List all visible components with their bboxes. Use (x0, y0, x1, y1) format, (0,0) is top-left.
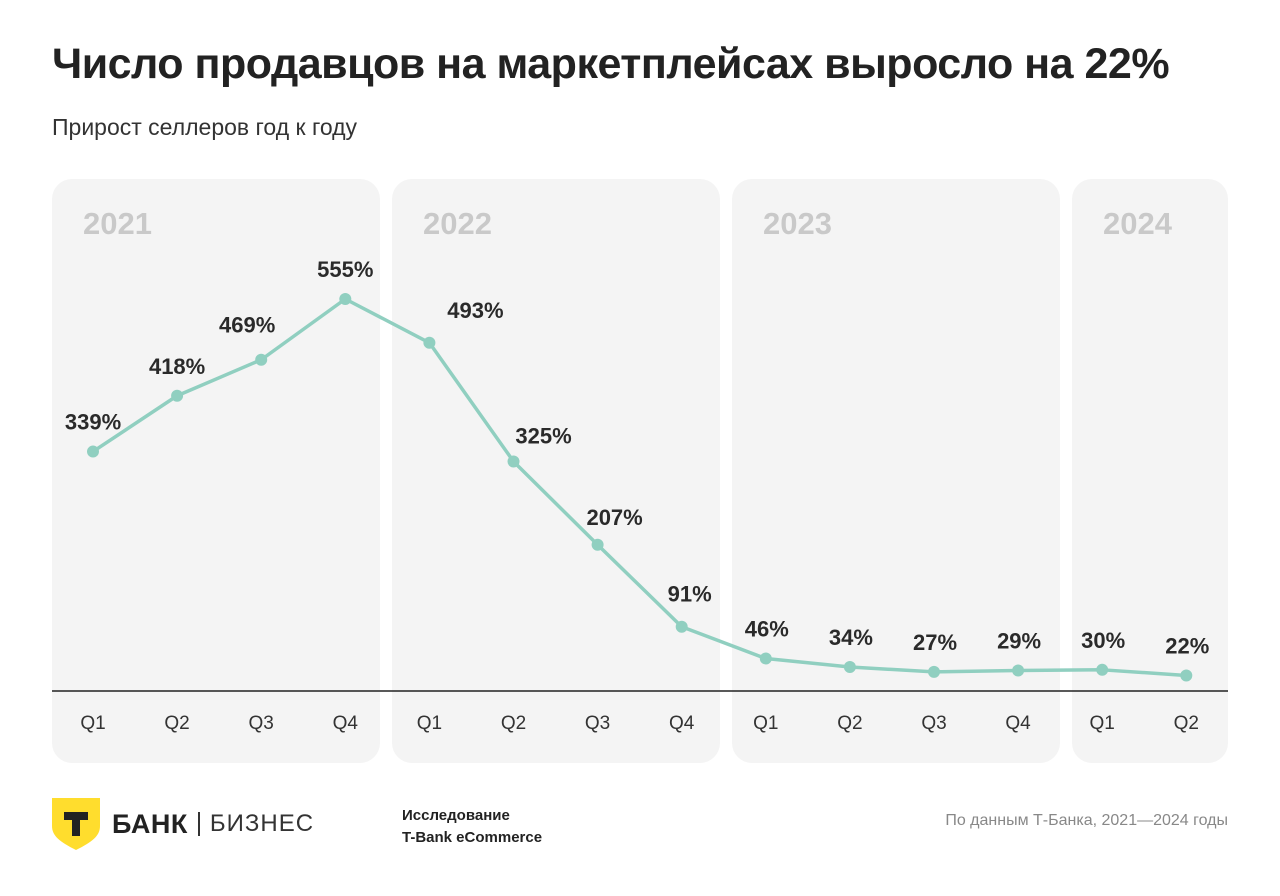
brand-subname: БИЗНЕС (209, 810, 315, 837)
year-label: 2023 (763, 206, 832, 241)
data-label: 207% (586, 505, 642, 530)
tbank-business-logo: БАНК БИЗНЕС (52, 798, 314, 850)
series-line (92, 297, 1187, 678)
data-point (171, 389, 184, 402)
brand-name: БАНК (112, 808, 188, 839)
x-tick-label: Q4 (669, 713, 695, 734)
study-line2: T-Bank eCommerce (402, 829, 543, 846)
tbank-shield-icon (52, 798, 100, 850)
data-label: 555% (317, 257, 373, 282)
x-tick-label: Q3 (921, 713, 946, 734)
chart-title: Число продавцов на маркетплейсах выросло… (52, 40, 1170, 88)
data-source: По данным Т-Банка, 2021—2024 годы (945, 812, 1228, 829)
data-point (1180, 669, 1193, 682)
year-label: 2024 (1103, 206, 1173, 241)
year-label: 2021 (83, 206, 152, 241)
data-point (759, 652, 772, 665)
x-tick-label: Q1 (753, 713, 778, 734)
data-label: 469% (219, 313, 275, 338)
data-label: 30% (1081, 628, 1125, 653)
data-label: 325% (515, 423, 571, 448)
data-point (843, 660, 856, 673)
x-tick-label: Q1 (1090, 713, 1115, 734)
data-label: 34% (829, 625, 873, 650)
year-label: 2022 (423, 206, 492, 241)
x-tick-label: Q4 (1005, 713, 1031, 734)
data-point (675, 620, 688, 633)
study-credit: Исследование T-Bank eCommerce (402, 805, 542, 849)
data-point (1012, 664, 1025, 677)
data-label: 27% (913, 630, 957, 655)
data-label: 29% (997, 629, 1041, 654)
year-panel-2021 (52, 179, 380, 763)
data-point (928, 665, 940, 678)
x-tick-label: Q3 (249, 713, 274, 734)
year-panel-2024 (1072, 179, 1228, 763)
data-point (1096, 663, 1109, 676)
year-panel-2022 (392, 179, 720, 763)
x-tick-label: Q1 (417, 713, 442, 734)
x-tick-label: Q2 (164, 713, 189, 734)
data-point (591, 538, 604, 551)
data-label: 339% (65, 410, 121, 435)
year-panel-2023 (732, 179, 1060, 763)
data-label: 418% (149, 354, 205, 379)
brand-divider (197, 812, 200, 836)
data-label: 46% (745, 617, 789, 642)
x-tick-label: Q3 (585, 713, 610, 734)
data-label: 22% (1165, 633, 1209, 658)
data-point (507, 455, 520, 468)
data-point (255, 353, 268, 366)
data-label: 493% (447, 298, 503, 323)
x-tick-label: Q2 (501, 713, 526, 734)
data-point (339, 293, 352, 305)
data-label: 91% (668, 582, 712, 607)
data-point (423, 336, 436, 349)
x-tick-label: Q1 (80, 713, 105, 734)
study-line1: Исследование (402, 807, 510, 824)
x-tick-label: Q2 (1174, 713, 1199, 734)
chart-subtitle: Прирост селлеров год к году (52, 114, 358, 140)
data-point (87, 445, 99, 458)
x-tick-label: Q4 (333, 713, 359, 734)
x-tick-label: Q2 (837, 713, 862, 734)
